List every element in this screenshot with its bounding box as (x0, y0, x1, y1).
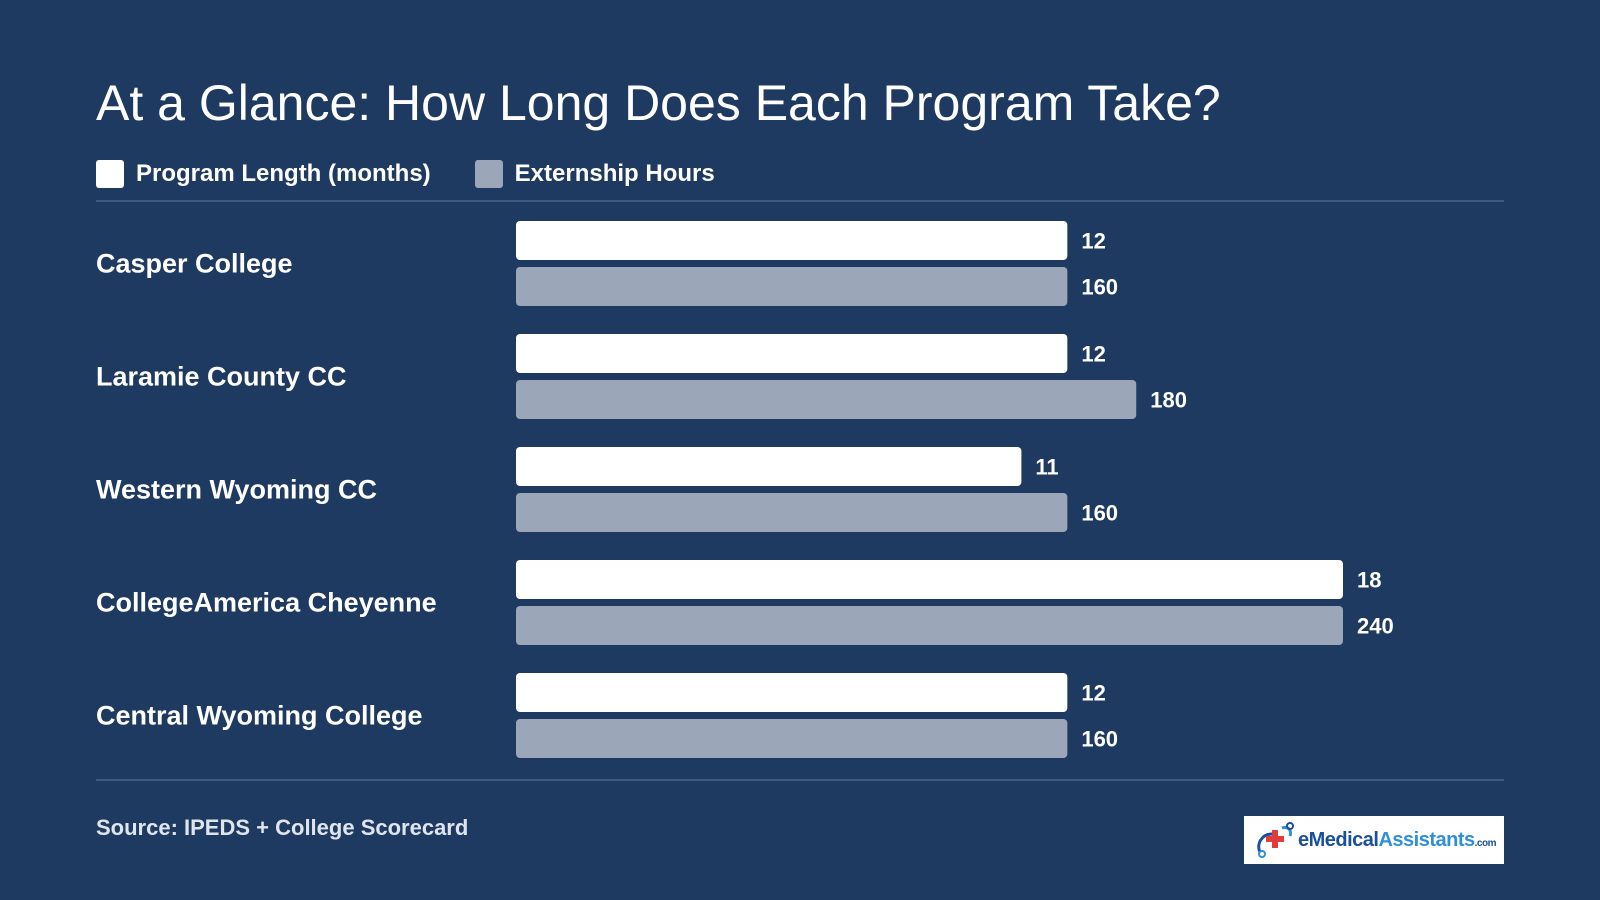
legend-item-externship-hours: Externship Hours (474, 160, 715, 188)
bar-externship-hours (516, 719, 1068, 758)
category-label: Laramie County CC (96, 362, 347, 392)
legend-label-program-length: Program Length (months) (136, 160, 431, 187)
source-note: Source: IPEDS + College Scorecard (96, 815, 469, 840)
medical-cross-logo-icon (1257, 822, 1294, 858)
legend-item-program-length: Program Length (months) (96, 160, 431, 188)
legend-swatch-externship-hours (474, 160, 503, 188)
bar-program-length (516, 221, 1068, 260)
data-label-externship-hours: 180 (1150, 388, 1187, 413)
data-label-program-length: 18 (1357, 568, 1381, 593)
bar-program-length (516, 560, 1343, 599)
data-label-externship-hours: 160 (1081, 275, 1118, 300)
data-label-externship-hours: 160 (1081, 727, 1118, 752)
logo-wordmark: eMedicalAssistants.com (1298, 829, 1496, 852)
data-label-program-length: 12 (1081, 229, 1105, 254)
bar-program-length (516, 447, 1022, 486)
category-label: Western Wyoming CC (96, 475, 377, 505)
bar-externship-hours (516, 493, 1068, 532)
bar-externship-hours (516, 606, 1343, 645)
category-label: Casper College (96, 249, 293, 279)
legend: Program Length (months) Externship Hours (96, 160, 759, 188)
category-label: CollegeAmerica Cheyenne (96, 588, 437, 618)
legend-label-externship-hours: Externship Hours (514, 160, 715, 187)
bar-program-length (516, 673, 1068, 712)
divider-bottom (96, 779, 1504, 781)
logo-text-brand: eMedical (1298, 828, 1379, 851)
data-label-externship-hours: 160 (1081, 501, 1118, 526)
legend-swatch-program-length (96, 160, 124, 188)
data-label-program-length: 12 (1081, 681, 1105, 706)
bar-externship-hours (516, 267, 1068, 306)
chart-title: At a Glance: How Long Does Each Program … (96, 75, 1221, 131)
category-label: Central Wyoming College (96, 701, 423, 731)
bar-program-length (516, 334, 1068, 373)
logo-text-tld: .com (1474, 837, 1497, 849)
brand-logo: eMedicalAssistants.com (1244, 816, 1504, 864)
bar-externship-hours (516, 380, 1137, 419)
divider-top (96, 200, 1504, 202)
logo-text-brand2: Assistants (1378, 828, 1475, 851)
data-label-program-length: 12 (1081, 342, 1105, 367)
data-label-program-length: 11 (1035, 455, 1058, 480)
data-label-externship-hours: 240 (1357, 614, 1394, 639)
